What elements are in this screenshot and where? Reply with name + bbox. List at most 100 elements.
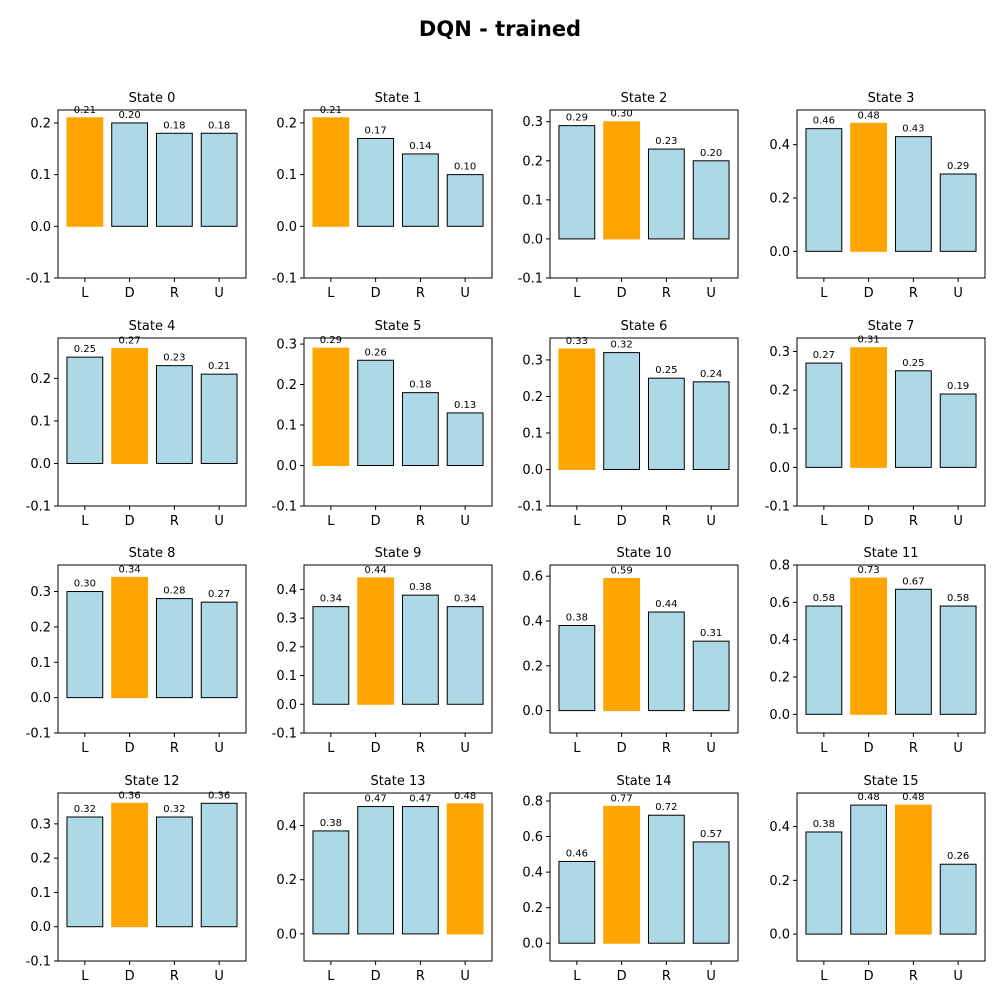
y-tick-label: 0.3	[522, 115, 543, 130]
bar-D-best	[603, 121, 641, 240]
subplot-state-12: State 12 0.32 0.36 0.32 0.36 -0.1 0.0 0.1 0.2 0.3…	[26, 774, 247, 984]
bar-value-label: 0.20	[118, 110, 140, 121]
y-tick-label: -0.1	[272, 727, 297, 742]
subplot-state-10: State 10 0.38 0.59 0.44 0.31 0.0 0.2 0.4 0.6 L D R U	[522, 546, 739, 756]
bar-L	[558, 125, 596, 240]
y-tick-label: -0.1	[26, 272, 51, 287]
x-tick-label-L: L	[81, 741, 89, 756]
bar-value-label: 0.34	[454, 594, 476, 605]
y-tick-label: 0.0	[522, 232, 543, 247]
bar-U	[200, 802, 238, 928]
y-tick-label: 0.6	[522, 570, 543, 585]
bar-value-label: 0.44	[364, 565, 386, 576]
bar-R	[401, 153, 439, 227]
x-tick-label-L: L	[327, 969, 335, 984]
bar-value-label: 0.34	[118, 564, 140, 575]
bar-D	[357, 806, 395, 935]
bar-R	[155, 365, 193, 464]
x-tick-label-L: L	[573, 741, 581, 756]
bar-U	[200, 132, 238, 227]
x-tick-label-L: L	[820, 969, 828, 984]
bar-U	[200, 373, 238, 464]
y-tick-label: 0.6	[769, 596, 790, 611]
subplot-state-3: State 3 0.46 0.48 0.43 0.29 0.0 0.2 0.4 L D R U	[769, 91, 986, 301]
x-tick-label-D: D	[125, 741, 135, 756]
x-tick-label-D: D	[617, 969, 627, 984]
y-tick-label: 0.1	[522, 193, 543, 208]
axes-frame	[549, 109, 739, 279]
y-tick-label: 0.2	[769, 384, 790, 399]
x-tick-label-L: L	[573, 969, 581, 984]
x-tick-label-D: D	[371, 969, 381, 984]
bar-U	[692, 381, 730, 470]
bar-value-label: 0.28	[163, 586, 185, 597]
bar-D-best	[850, 577, 888, 715]
bar-U-best	[446, 803, 484, 935]
bar-R	[894, 370, 932, 468]
y-tick-label: 0.6	[522, 830, 543, 845]
x-tick-label-U: U	[460, 969, 470, 984]
subplot-state-2: State 2 0.29 0.30 0.23 0.20 -0.1 0.0 0.1 0.2 0.3 L…	[518, 91, 739, 301]
x-tick-label-R: R	[909, 969, 918, 984]
bar-L	[558, 860, 596, 944]
x-tick-label-U: U	[953, 514, 963, 529]
bar-value-label: 0.23	[163, 353, 185, 364]
bar-value-label: 0.30	[610, 109, 632, 120]
bar-value-label: 0.73	[857, 565, 879, 576]
axes-frame	[57, 792, 247, 962]
axes-frame	[303, 109, 493, 279]
subplot-title: State 12	[124, 774, 179, 789]
bar-value-label: 0.25	[655, 365, 677, 376]
subplot-title: State 4	[129, 319, 176, 334]
bar-value-label: 0.43	[902, 124, 924, 135]
subplot-title: State 0	[129, 91, 176, 106]
bar-value-label: 0.57	[700, 829, 722, 840]
bar-value-label: 0.38	[320, 818, 342, 829]
y-tick-label: 0.2	[522, 901, 543, 916]
y-tick-label: -0.1	[765, 500, 790, 515]
x-tick-label-U: U	[460, 514, 470, 529]
axes-frame	[549, 792, 739, 962]
y-tick-label: 0.8	[769, 559, 790, 574]
y-tick-label: 0.0	[30, 457, 51, 472]
bar-R	[401, 806, 439, 935]
y-tick-label: 0.1	[769, 422, 790, 437]
bar-D-best	[357, 577, 395, 705]
y-tick-label: 0.2	[769, 671, 790, 686]
bar-L	[805, 362, 843, 468]
subplot-state-11: State 11 0.58 0.73 0.67 0.58 0.0 0.2 0.4 0.6 0.8 L…	[769, 546, 986, 756]
bar-value-label: 0.38	[566, 612, 588, 623]
bar-L-best	[312, 117, 350, 227]
x-tick-label-D: D	[864, 741, 874, 756]
bar-value-label: 0.48	[857, 792, 879, 803]
subplot-state-8: State 8 0.30 0.34 0.28 0.27 -0.1 0.0 0.1 0.2 0.3 L…	[26, 546, 247, 756]
bar-D	[111, 122, 149, 227]
x-tick-label-L: L	[81, 286, 89, 301]
bar-L-best	[66, 117, 104, 227]
x-tick-label-U: U	[953, 969, 963, 984]
axes-frame	[57, 564, 247, 734]
bar-value-label: 0.20	[700, 148, 722, 159]
subplot-title: State 5	[375, 319, 422, 334]
bar-D	[357, 137, 395, 227]
bar-value-label: 0.58	[813, 593, 835, 604]
x-tick-label-L: L	[820, 514, 828, 529]
bar-R	[155, 132, 193, 227]
x-tick-label-U: U	[460, 741, 470, 756]
y-tick-label: 0.2	[769, 192, 790, 207]
y-tick-label: 0.0	[522, 704, 543, 719]
bar-value-label: 0.24	[700, 369, 722, 380]
bar-value-label: 0.67	[902, 576, 924, 587]
subplot-state-7: State 7 0.27 0.31 0.25 0.19 -0.1 0.0 0.1 0.2 0.3 L…	[765, 319, 986, 529]
y-tick-label: -0.1	[26, 955, 51, 970]
x-tick-label-R: R	[416, 741, 425, 756]
y-tick-label: 0.4	[522, 866, 543, 881]
subplot-title: State 15	[863, 774, 918, 789]
y-tick-label: 0.1	[276, 669, 297, 684]
y-tick-label: 0.3	[769, 345, 790, 360]
x-tick-label-R: R	[416, 514, 425, 529]
bar-R	[647, 377, 685, 470]
bar-value-label: 0.33	[566, 336, 588, 347]
bar-U	[939, 863, 977, 935]
bar-value-label: 0.27	[118, 336, 140, 347]
